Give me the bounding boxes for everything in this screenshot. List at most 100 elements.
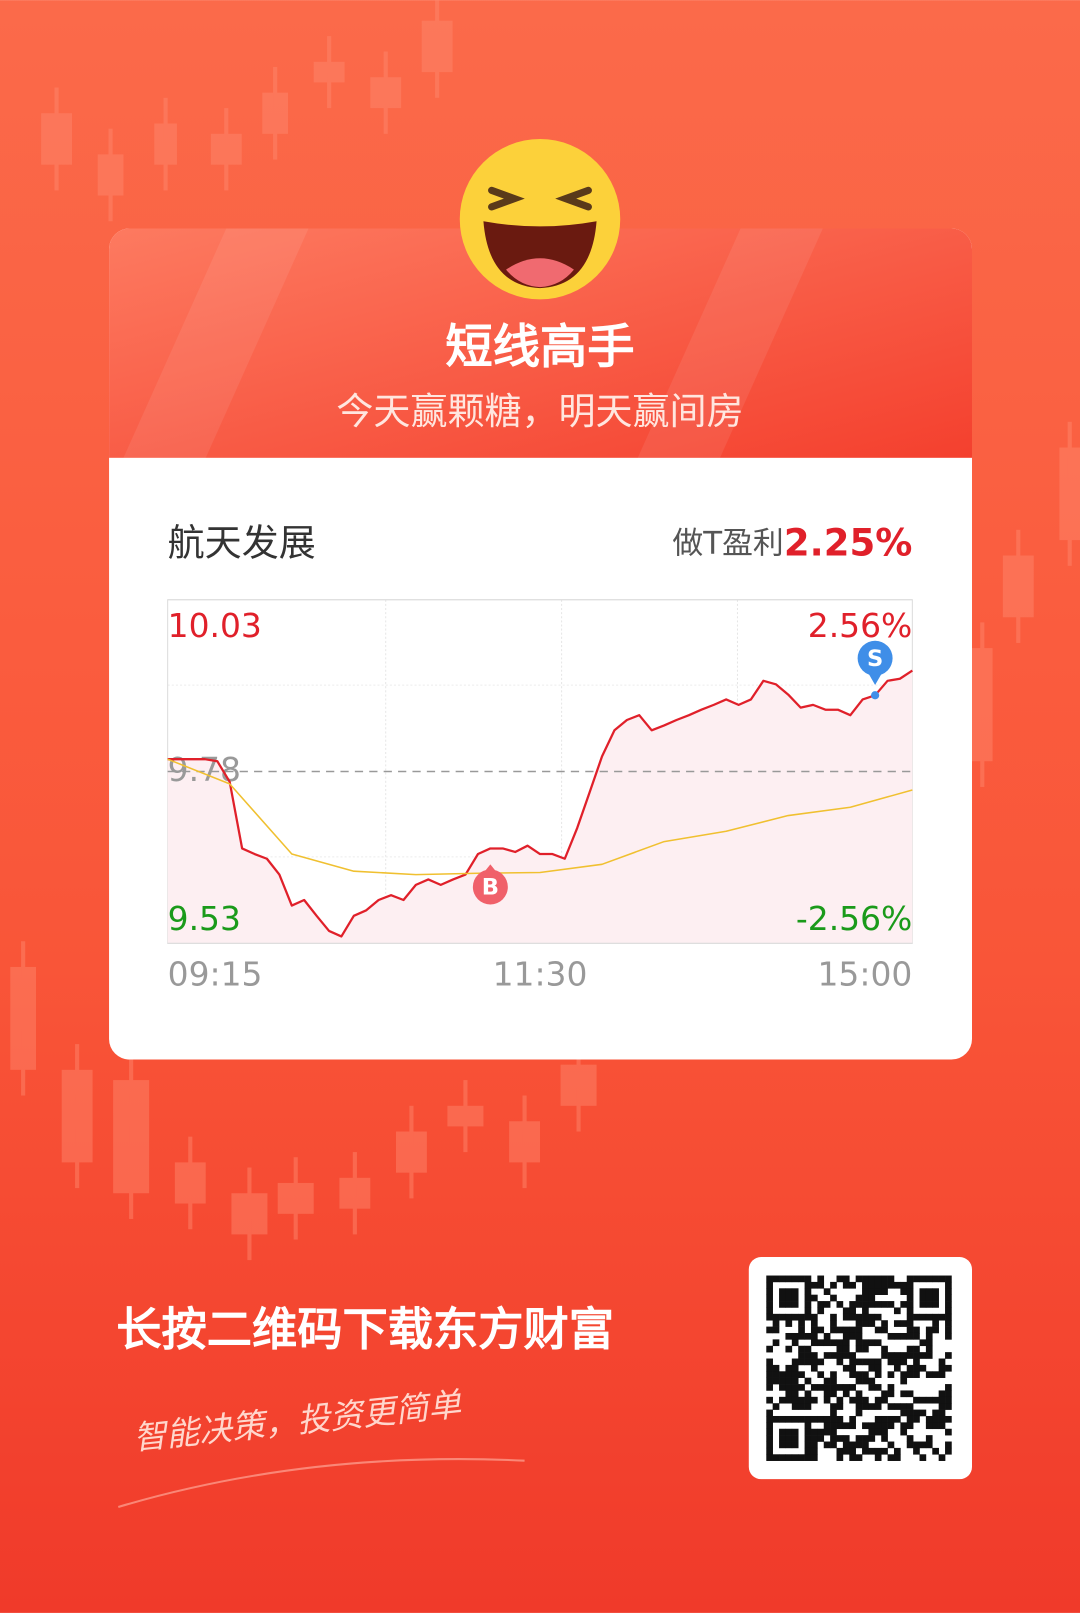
qr-module bbox=[785, 1454, 793, 1461]
qr-module bbox=[900, 1332, 908, 1340]
qr-module bbox=[887, 1332, 895, 1340]
qr-module bbox=[810, 1352, 818, 1359]
candle bbox=[277, 1182, 314, 1214]
qr-module bbox=[906, 1288, 914, 1295]
qr-module bbox=[925, 1441, 933, 1449]
y2-tick-label: -2.56% bbox=[796, 899, 912, 938]
qr-module bbox=[938, 1422, 946, 1430]
trade-badge bbox=[472, 869, 508, 905]
candle bbox=[10, 966, 37, 1070]
qr-module bbox=[836, 1454, 844, 1461]
trade-badge bbox=[857, 640, 893, 676]
qr-module bbox=[932, 1371, 939, 1378]
qr-module bbox=[849, 1454, 856, 1461]
qr-module bbox=[874, 1281, 882, 1289]
qr-module bbox=[893, 1320, 901, 1327]
candle-wick bbox=[163, 97, 168, 191]
qr-module bbox=[849, 1358, 856, 1366]
qr-module bbox=[932, 1409, 939, 1417]
qr-module bbox=[836, 1415, 844, 1423]
qr-module bbox=[804, 1358, 812, 1366]
qr-module bbox=[945, 1403, 952, 1410]
qr-module bbox=[881, 1281, 888, 1289]
qr-module bbox=[855, 1332, 863, 1340]
qr-module bbox=[862, 1345, 869, 1353]
candle-wick bbox=[54, 87, 59, 191]
candle bbox=[61, 1069, 93, 1163]
qr-module bbox=[938, 1313, 946, 1321]
candle-wick bbox=[224, 108, 229, 191]
qr-module bbox=[925, 1326, 933, 1334]
qr-module bbox=[906, 1301, 914, 1308]
qr-module bbox=[849, 1422, 856, 1430]
qr-module bbox=[932, 1396, 939, 1404]
candle-wick bbox=[327, 36, 332, 109]
qr-module bbox=[887, 1371, 895, 1378]
qr-module bbox=[887, 1301, 895, 1308]
qr-module bbox=[925, 1313, 933, 1321]
qr-module bbox=[874, 1288, 882, 1295]
qr-module bbox=[830, 1428, 837, 1436]
swash bbox=[117, 1458, 525, 1508]
candle bbox=[396, 1131, 427, 1173]
qr-module bbox=[849, 1301, 856, 1308]
qr-module bbox=[810, 1320, 818, 1327]
qr-module bbox=[817, 1384, 825, 1391]
qr-module bbox=[785, 1345, 793, 1353]
qr-module bbox=[862, 1294, 869, 1302]
qr-module bbox=[881, 1447, 888, 1455]
qr-module bbox=[810, 1384, 818, 1391]
qr-module bbox=[881, 1396, 888, 1404]
qr-module bbox=[906, 1332, 914, 1340]
qr-module bbox=[772, 1275, 780, 1283]
qr-module bbox=[817, 1275, 825, 1283]
qr-module bbox=[766, 1415, 773, 1423]
qr-module bbox=[810, 1428, 818, 1436]
qr-module bbox=[849, 1326, 856, 1334]
qr-module bbox=[900, 1281, 908, 1289]
qr-module bbox=[938, 1403, 946, 1410]
qr-module bbox=[849, 1441, 856, 1449]
qr-module bbox=[810, 1332, 818, 1340]
qr-module bbox=[932, 1275, 939, 1283]
qr-module bbox=[868, 1428, 876, 1436]
qr-module bbox=[919, 1364, 927, 1372]
qr-module bbox=[900, 1352, 908, 1359]
qr-module bbox=[862, 1358, 869, 1366]
candle-wick bbox=[352, 1152, 357, 1235]
qr-module bbox=[772, 1454, 780, 1461]
candle-wick bbox=[522, 1095, 527, 1189]
qr-module bbox=[849, 1384, 856, 1391]
qr-module bbox=[823, 1415, 831, 1423]
qr-module bbox=[874, 1384, 882, 1391]
qr-module bbox=[785, 1320, 793, 1327]
qr-module bbox=[919, 1339, 927, 1347]
qr-module bbox=[945, 1301, 952, 1308]
qr-module bbox=[842, 1441, 850, 1449]
qr-module bbox=[785, 1294, 793, 1302]
candle-wick bbox=[75, 1044, 80, 1189]
qr-module bbox=[830, 1326, 837, 1334]
qr-module bbox=[804, 1377, 812, 1385]
qr-module bbox=[849, 1447, 856, 1455]
qr-module bbox=[810, 1441, 818, 1449]
qr-module bbox=[798, 1313, 805, 1321]
qr-module bbox=[932, 1447, 939, 1455]
qr-module bbox=[874, 1326, 882, 1334]
candle-wick bbox=[1067, 421, 1072, 566]
y2-tick-label: 2.56% bbox=[808, 606, 913, 645]
qr-module bbox=[906, 1307, 914, 1315]
candle bbox=[1059, 447, 1080, 541]
qr-module bbox=[862, 1320, 869, 1327]
qr-module bbox=[906, 1294, 914, 1302]
qr-module bbox=[836, 1422, 844, 1430]
qr-module bbox=[842, 1275, 850, 1283]
qr-module bbox=[900, 1422, 908, 1430]
shine bbox=[123, 228, 309, 458]
qr-module bbox=[842, 1447, 850, 1455]
qr-module bbox=[842, 1332, 850, 1340]
qr-module bbox=[945, 1396, 952, 1404]
qr-module bbox=[785, 1364, 793, 1372]
qr-module bbox=[874, 1313, 882, 1321]
qr-module bbox=[887, 1352, 895, 1359]
